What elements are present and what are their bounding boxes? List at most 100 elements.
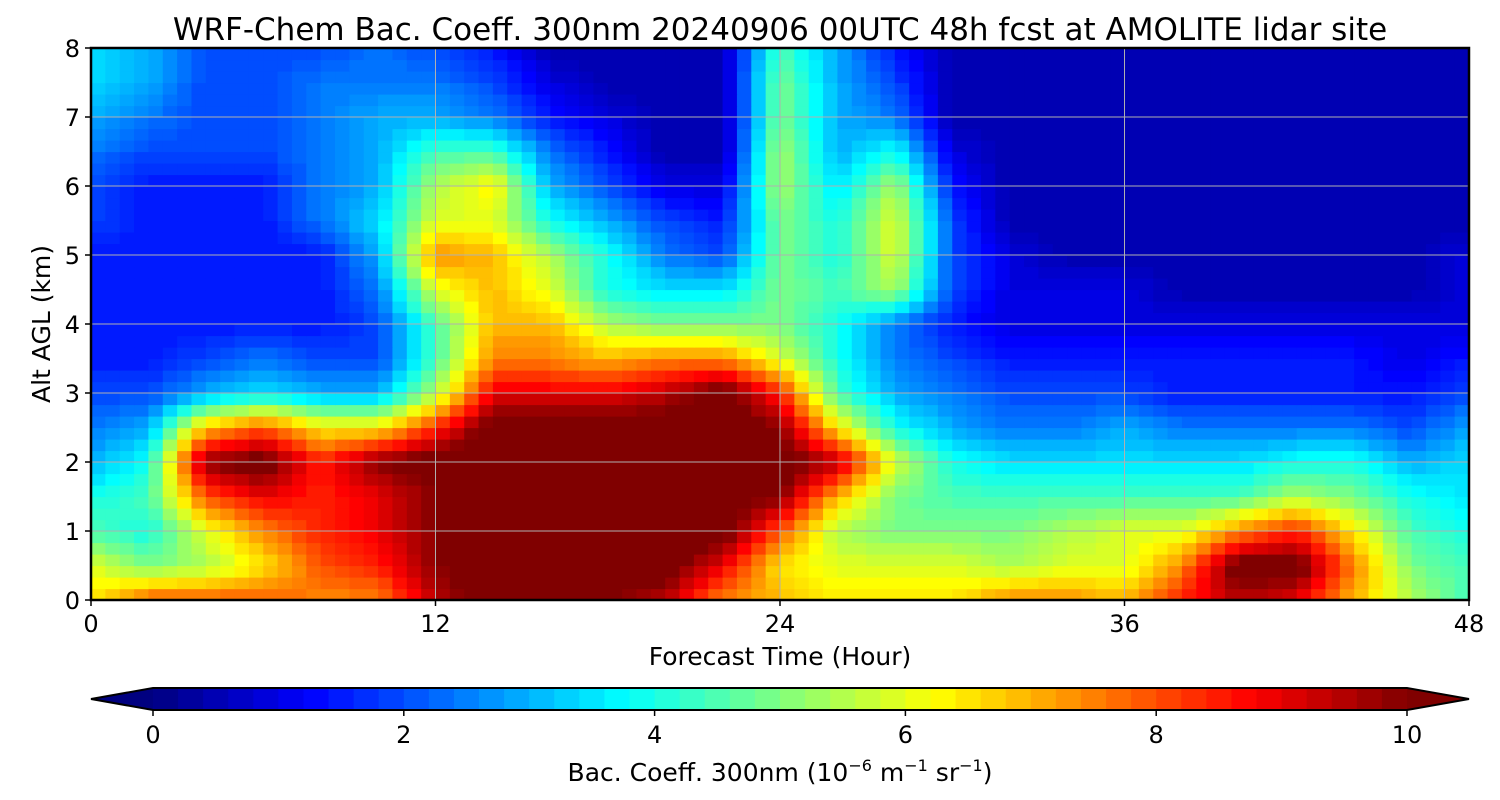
heatmap-cell [1138,243,1154,256]
heatmap-cell [1110,370,1126,383]
heatmap-cell [177,140,193,153]
heatmap-cell [1024,48,1039,61]
heatmap-cell [607,358,623,371]
heatmap-cell [105,312,121,325]
heatmap-cell [564,324,580,337]
heatmap-cell [1311,542,1327,555]
heatmap-cell [1110,542,1126,555]
heatmap-cell [234,71,250,84]
heatmap-cell [808,174,824,187]
colorbar-segment [1306,688,1333,710]
heatmap-cell [880,324,896,337]
heatmap-cell [765,59,781,72]
heatmap-cell [1052,232,1068,245]
heatmap-cell [1052,59,1068,72]
heatmap-cell [995,370,1011,383]
heatmap-cell [1224,531,1240,544]
heatmap-cell [722,324,738,337]
heatmap-cell [923,289,939,302]
heatmap-cell [550,335,566,348]
heatmap-cell [148,427,164,440]
heatmap-cell [421,347,437,360]
heatmap-cell [1397,427,1413,440]
heatmap-cell [1181,404,1197,417]
heatmap-cell [349,324,365,337]
heatmap-cell [91,289,106,302]
heatmap-cell [837,462,853,475]
heatmap-cell [693,163,709,176]
heatmap-cell [980,324,996,337]
heatmap-cell [1081,163,1097,176]
heatmap-cell [277,531,293,544]
heatmap-cell [1268,209,1283,222]
heatmap-cell [191,151,207,164]
heatmap-cell [349,163,365,176]
heatmap-cell [794,140,810,153]
heatmap-cell [435,473,451,486]
heatmap-cell [593,427,609,440]
heatmap-cell [952,186,968,199]
heatmap-cell [277,324,293,337]
heatmap-cell [263,404,279,417]
heatmap-cell [191,59,207,72]
heatmap-cell [1354,554,1370,567]
heatmap-cell [1181,439,1197,452]
heatmap-cell [263,94,279,107]
heatmap-cell [320,94,336,107]
heatmap-cell [794,370,810,383]
heatmap-cell [1239,565,1255,578]
heatmap-cell [378,117,394,130]
heatmap-cell [851,542,867,555]
heatmap-cell [521,358,537,371]
heatmap-cell [1167,243,1183,256]
heatmap-cell [550,588,566,601]
heatmap-cell [1282,588,1298,601]
heatmap-cell [1411,186,1427,199]
heatmap-cell [1124,117,1140,130]
heatmap-cell [119,485,135,498]
heatmap-cell [1009,59,1025,72]
heatmap-cell [148,508,164,521]
heatmap-cell [880,220,896,233]
heatmap-cell [751,117,767,130]
heatmap-cell [435,508,451,521]
heatmap-cell [521,105,537,118]
heatmap-cell [1382,255,1398,268]
heatmap-cell [808,128,824,141]
colorbar-segment [1331,688,1358,710]
heatmap-cell [765,105,781,118]
heatmap-cell [665,450,681,463]
heatmap-cell [837,347,853,360]
heatmap-cell [1052,140,1068,153]
heatmap-cell [650,289,666,302]
heatmap-cell [564,381,580,394]
heatmap-cell [1024,197,1039,210]
heatmap-cell [1425,220,1441,233]
heatmap-cell [1081,381,1097,394]
heatmap-cell [492,416,508,429]
heatmap-cell [248,370,264,383]
heatmap-cell [1196,565,1212,578]
heatmap-cell [665,519,681,532]
heatmap-cell [650,232,666,245]
heatmap-cell [1296,243,1312,256]
heatmap-cell [1339,301,1355,314]
heatmap-cell [837,496,853,509]
heatmap-cell [134,220,150,233]
heatmap-cell [765,531,781,544]
heatmap-cell [1024,450,1039,463]
heatmap-cell [550,462,566,475]
heatmap-cell [823,220,839,233]
heatmap-cell [1325,531,1341,544]
heatmap-cell [263,381,279,394]
heatmap-cell [980,496,996,509]
heatmap-cell [751,577,767,590]
heatmap-cell [134,335,150,348]
heatmap-cell [579,301,594,314]
heatmap-cell [780,255,795,268]
heatmap-cell [1454,48,1470,61]
heatmap-cell [1425,577,1441,590]
heatmap-cell [823,496,839,509]
heatmap-cell [880,542,896,555]
heatmap-cell [105,347,121,360]
